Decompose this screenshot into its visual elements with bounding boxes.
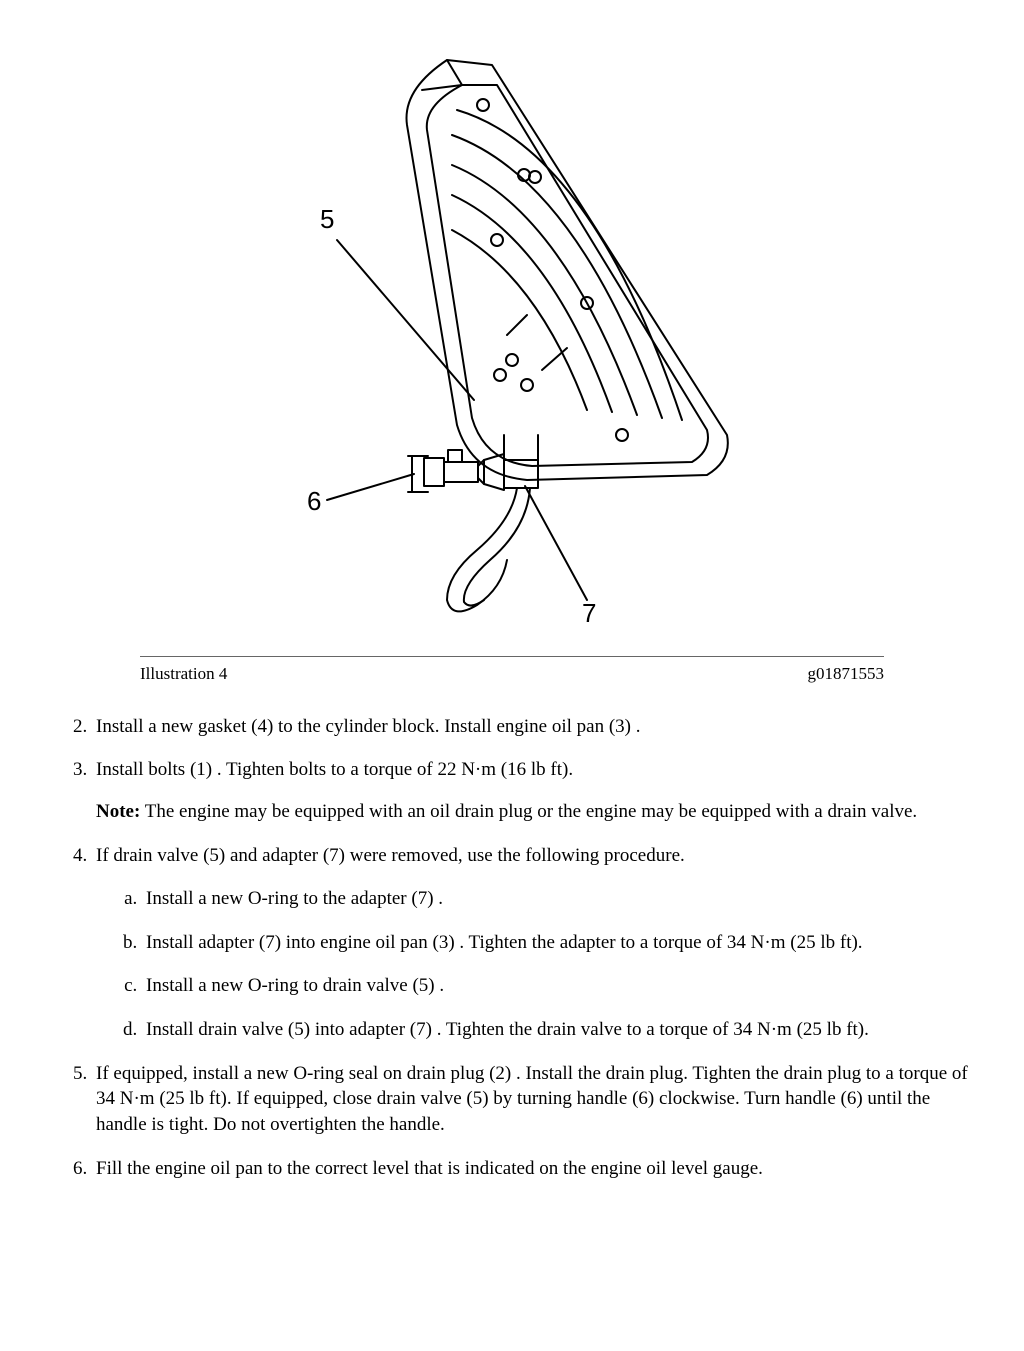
oil-pan-diagram: 5 6 7	[252, 30, 772, 640]
step-6: Fill the engine oil pan to the correct l…	[92, 1156, 974, 1182]
step-3-note: Note: The engine may be equipped with an…	[96, 799, 974, 825]
procedure-list: Install a new gasket (4) to the cylinder…	[50, 714, 974, 1182]
step-2: Install a new gasket (4) to the cylinder…	[92, 714, 974, 740]
step-4a: Install a new O-ring to the adapter (7) …	[142, 886, 974, 912]
step-3-text: Install bolts (1) . Tighten bolts to a t…	[96, 759, 573, 780]
step-4: If drain valve (5) and adapter (7) were …	[92, 843, 974, 1043]
step-4-substeps: Install a new O-ring to the adapter (7) …	[96, 886, 974, 1043]
step-4b: Install adapter (7) into engine oil pan …	[142, 930, 974, 956]
callout-5: 5	[320, 204, 334, 234]
step-3: Install bolts (1) . Tighten bolts to a t…	[92, 757, 974, 824]
step-5: If equipped, install a new O-ring seal o…	[92, 1061, 974, 1138]
figure-caption: Illustration 4 g01871553	[140, 663, 884, 686]
callout-7: 7	[582, 598, 596, 628]
note-body: The engine may be equipped with an oil d…	[140, 801, 917, 822]
caption-right: g01871553	[808, 663, 885, 686]
step-4c: Install a new O-ring to drain valve (5) …	[142, 973, 974, 999]
step-4d: Install drain valve (5) into adapter (7)…	[142, 1017, 974, 1043]
callout-6: 6	[307, 486, 321, 516]
note-label: Note:	[96, 801, 140, 822]
caption-divider	[140, 656, 884, 657]
illustration-figure: 5 6 7	[50, 30, 974, 648]
step-4-text: If drain valve (5) and adapter (7) were …	[96, 845, 685, 866]
caption-left: Illustration 4	[140, 663, 227, 686]
